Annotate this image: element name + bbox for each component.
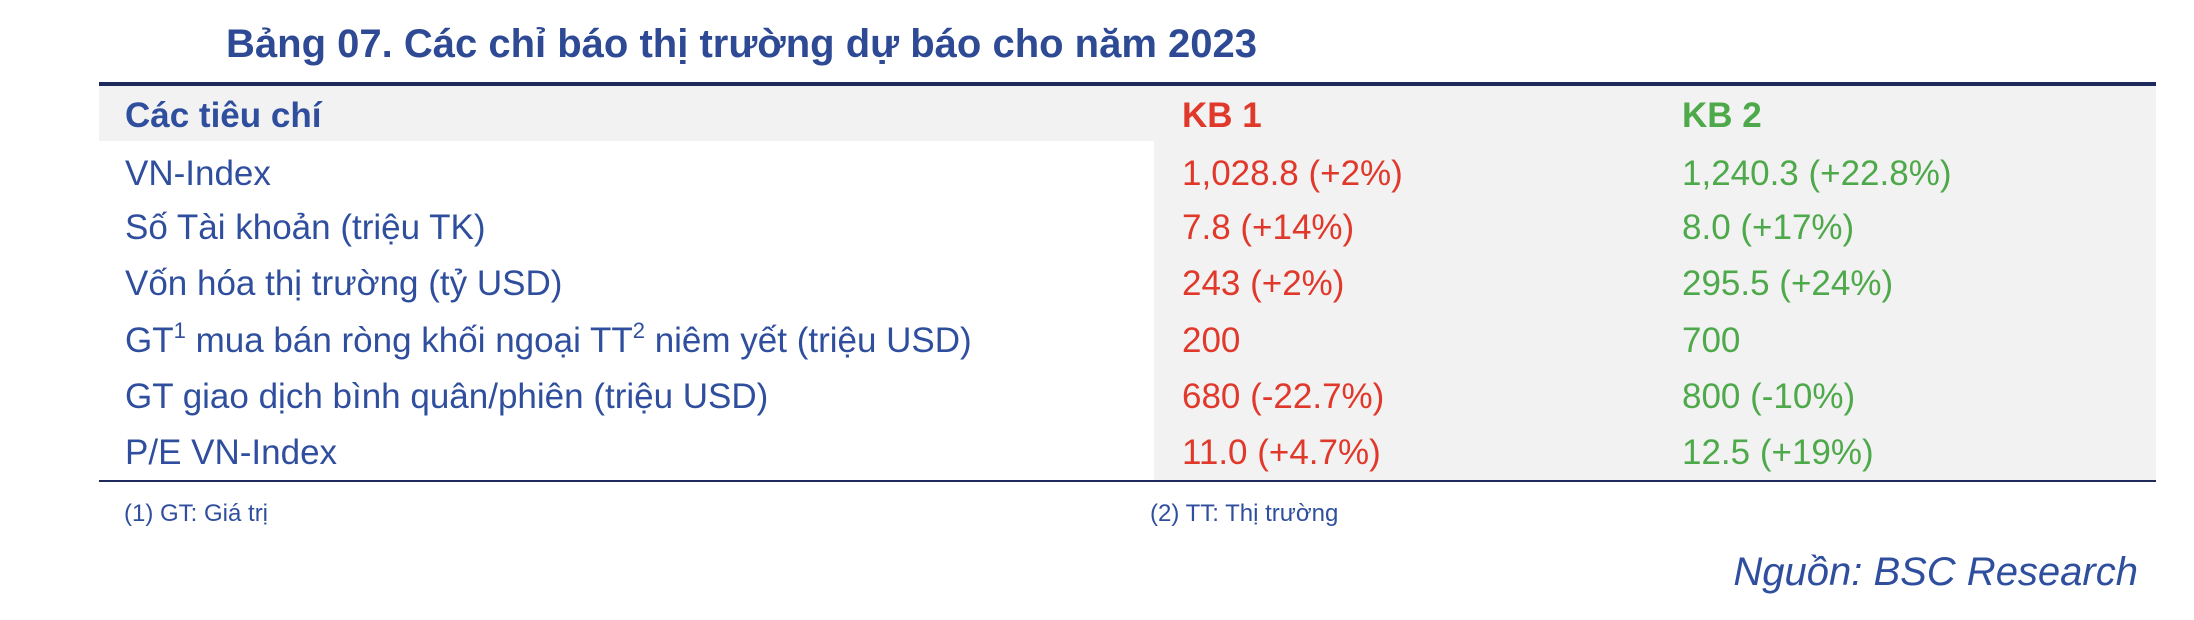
- value-cell: 1,028.8 (+2%): [1182, 154, 1403, 193]
- bottom-rule: [99, 480, 2156, 482]
- value-cell: 700: [1682, 321, 1741, 360]
- header-cell: KB 1: [1182, 96, 1262, 135]
- top-rule: [99, 82, 2156, 86]
- value-cell: 8.0 (+17%): [1682, 208, 1855, 247]
- text-part: GT: [125, 321, 174, 360]
- text-part: mua bán ròng khối ngoại TT: [185, 321, 633, 360]
- row-label: Số Tài khoản (triệu TK): [125, 208, 486, 247]
- superscript: 1: [173, 318, 186, 343]
- value-cell: 1,240.3 (+22.8%): [1682, 154, 1952, 193]
- value-cell: 12.5 (+19%): [1682, 433, 1874, 472]
- value-cell: 11.0 (+4.7%): [1182, 433, 1381, 472]
- value-cell: 800 (-10%): [1682, 377, 1856, 416]
- header-cell: KB 2: [1682, 96, 1762, 135]
- header-bg: [99, 86, 2156, 141]
- source: Nguồn: BSC Research: [1733, 550, 2138, 594]
- row-label: VN-Index: [125, 154, 271, 193]
- row-label: GT1 mua bán ròng khối ngoại TT2 niêm yết…: [125, 320, 972, 360]
- value-cell: 7.8 (+14%): [1182, 208, 1355, 247]
- footnote: (1) GT: Giá trị: [124, 500, 269, 527]
- superscript: 2: [632, 318, 645, 343]
- value-cell: 200: [1182, 321, 1241, 360]
- header-cell: Các tiêu chí: [125, 96, 322, 135]
- value-cell: 243 (+2%): [1182, 264, 1345, 303]
- value-cell: 295.5 (+24%): [1682, 264, 1894, 303]
- text-part: niêm yết (triệu USD): [644, 321, 972, 360]
- row-label: P/E VN-Index: [125, 433, 338, 472]
- value-bg: [1154, 141, 2156, 480]
- row-label: GT giao dịch bình quân/phiên (triệu USD): [125, 377, 769, 416]
- row-label: Vốn hóa thị trường (tỷ USD): [125, 264, 563, 303]
- title: Bảng 07. Các chỉ báo thị trường dự báo c…: [226, 22, 1258, 66]
- value-cell: 680 (-22.7%): [1182, 377, 1385, 416]
- footnote: (2) TT: Thị trường: [1150, 500, 1339, 527]
